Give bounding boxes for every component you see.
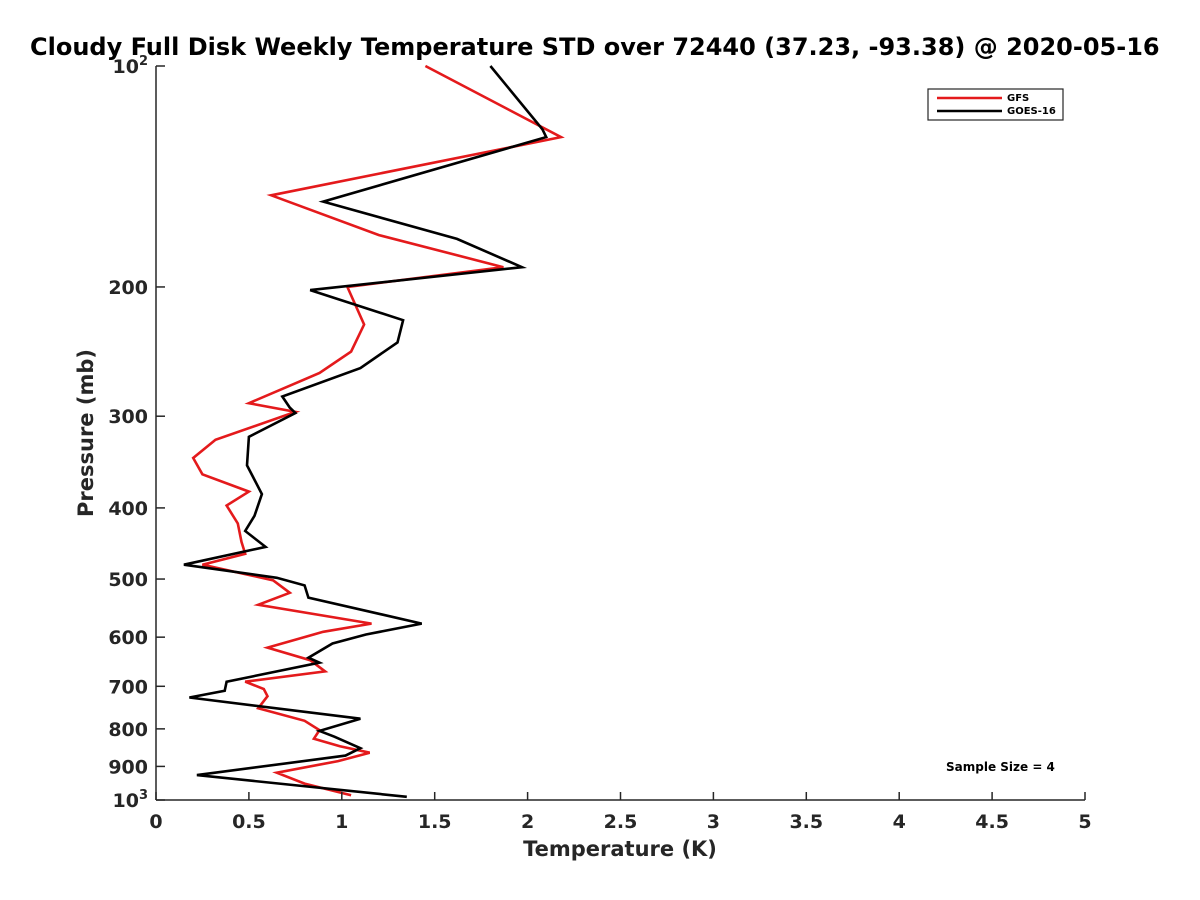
series-lines — [183, 64, 565, 799]
x-ticks: 0 0.5 1 1.5 2 2.5 3 3.5 4 4.5 5 — [149, 792, 1092, 833]
x-axis-label: Temperature (K) — [523, 837, 717, 861]
chart-title: Cloudy Full Disk Weekly Temperature STD … — [30, 33, 1160, 61]
y-tick-label: 500 — [108, 569, 148, 591]
y-tick-label: 200 — [108, 277, 148, 299]
y-tick-label: 400 — [108, 498, 148, 520]
series-line-gfs — [191, 64, 565, 797]
y-tick-label: 103 — [113, 788, 149, 812]
plot-area: 0 0.5 1 1.5 2 2.5 3 3.5 4 4.5 5 102 200 300 400 500 600… — [108, 54, 1091, 833]
series-line-goes-16 — [183, 65, 549, 799]
sample-size-annotation: Sample Size = 4 — [946, 760, 1055, 774]
legend-entry-gfs: GFS — [1007, 93, 1029, 104]
x-tick-label: 2 — [521, 811, 534, 833]
x-tick-label: 4.5 — [975, 811, 1009, 833]
x-tick-label: 1 — [335, 811, 348, 833]
x-tick-label: 4 — [893, 811, 906, 833]
y-tick-label: 300 — [108, 406, 148, 428]
y-tick-label: 800 — [108, 719, 148, 741]
legend-entry-goes-16: GOES-16 — [1007, 106, 1056, 117]
legend: GFS GOES-16 — [927, 88, 1064, 121]
x-tick-label: 3.5 — [789, 811, 823, 833]
y-tick-label: 102 — [113, 54, 149, 78]
legend-box — [927, 88, 1064, 121]
x-tick-label: 0.5 — [232, 811, 266, 833]
y-tick-label: 600 — [108, 627, 148, 649]
x-tick-label: 3 — [707, 811, 720, 833]
y-tick-label: 900 — [108, 756, 148, 778]
x-tick-label: 2.5 — [604, 811, 638, 833]
x-tick-label: 5 — [1078, 811, 1091, 833]
x-tick-label: 1.5 — [418, 811, 452, 833]
y-ticks: 102 200 300 400 500 600 700 800 900 103 — [108, 54, 165, 812]
y-axis-label: Pressure (mb) — [74, 349, 98, 517]
y-tick-label: 700 — [108, 676, 148, 698]
x-tick-label: 0 — [149, 811, 162, 833]
